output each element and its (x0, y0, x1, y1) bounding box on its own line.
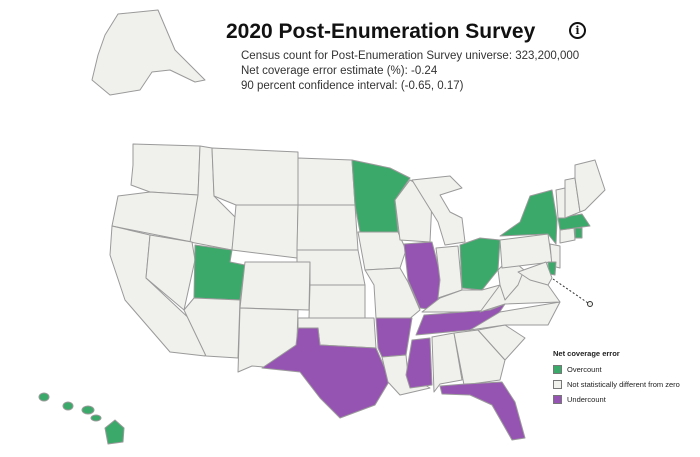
census-count-text: Census count for Post-Enumeration Survey… (241, 50, 580, 62)
state-washington[interactable] (130, 143, 201, 196)
net-coverage-text: Net coverage error estimate (%): -0.24 (241, 65, 438, 77)
state-rhode-island[interactable] (574, 227, 583, 239)
state-maryland[interactable] (517, 261, 553, 286)
dc-leader-line (552, 278, 589, 304)
legend: Net coverage error Overcount Not statist… (553, 349, 680, 408)
state-iowa[interactable] (357, 231, 407, 271)
dc-marker (587, 301, 593, 307)
legend-label-not-different: Not statistically different from zero (567, 380, 680, 389)
legend-swatch-not-different (553, 380, 562, 389)
state-montana[interactable] (211, 147, 299, 206)
hawaii-island-3[interactable] (81, 405, 95, 415)
hawaii-island-1[interactable] (38, 392, 50, 402)
state-hawaii[interactable] (104, 419, 125, 445)
state-georgia[interactable] (453, 329, 506, 386)
state-arizona[interactable] (183, 297, 241, 359)
state-alabama[interactable] (431, 332, 463, 393)
state-indiana[interactable] (435, 245, 463, 299)
state-utah[interactable] (193, 244, 246, 301)
state-vermont[interactable] (555, 187, 566, 219)
legend-swatch-overcount (553, 365, 562, 374)
state-arkansas[interactable] (375, 317, 413, 358)
state-ohio[interactable] (459, 237, 501, 291)
legend-item-not-different: Not statistically different from zero (553, 378, 680, 391)
state-north-dakota[interactable] (297, 157, 356, 206)
legend-swatch-undercount (553, 395, 562, 404)
state-mississippi[interactable] (405, 337, 433, 389)
info-icon[interactable]: i (569, 22, 586, 39)
state-connecticut[interactable] (559, 227, 576, 244)
state-texas[interactable] (261, 327, 391, 419)
state-florida[interactable] (439, 381, 526, 441)
state-nevada[interactable] (145, 234, 196, 311)
state-new-york[interactable] (499, 189, 558, 245)
map-title: 2020 Post-Enumeration Survey (226, 20, 536, 43)
legend-item-undercount: Undercount (553, 393, 680, 406)
state-missouri[interactable] (364, 267, 421, 321)
confidence-interval-text: 90 percent confidence interval: (-0.65, … (241, 80, 464, 92)
legend-title: Net coverage error (553, 349, 620, 358)
state-wyoming[interactable] (231, 204, 299, 259)
state-north-carolina[interactable] (469, 301, 561, 331)
legend-item-overcount: Overcount (553, 363, 680, 376)
state-maine[interactable] (574, 159, 606, 213)
hawaii-island-4[interactable] (90, 414, 102, 422)
hawaii-island-2[interactable] (62, 401, 74, 411)
state-south-dakota[interactable] (296, 204, 359, 251)
legend-label-undercount: Undercount (567, 395, 606, 404)
state-michigan[interactable] (411, 175, 466, 246)
legend-label-overcount: Overcount (567, 365, 602, 374)
state-alaska[interactable] (91, 9, 206, 96)
state-kansas[interactable] (308, 284, 366, 319)
state-colorado[interactable] (239, 261, 311, 311)
